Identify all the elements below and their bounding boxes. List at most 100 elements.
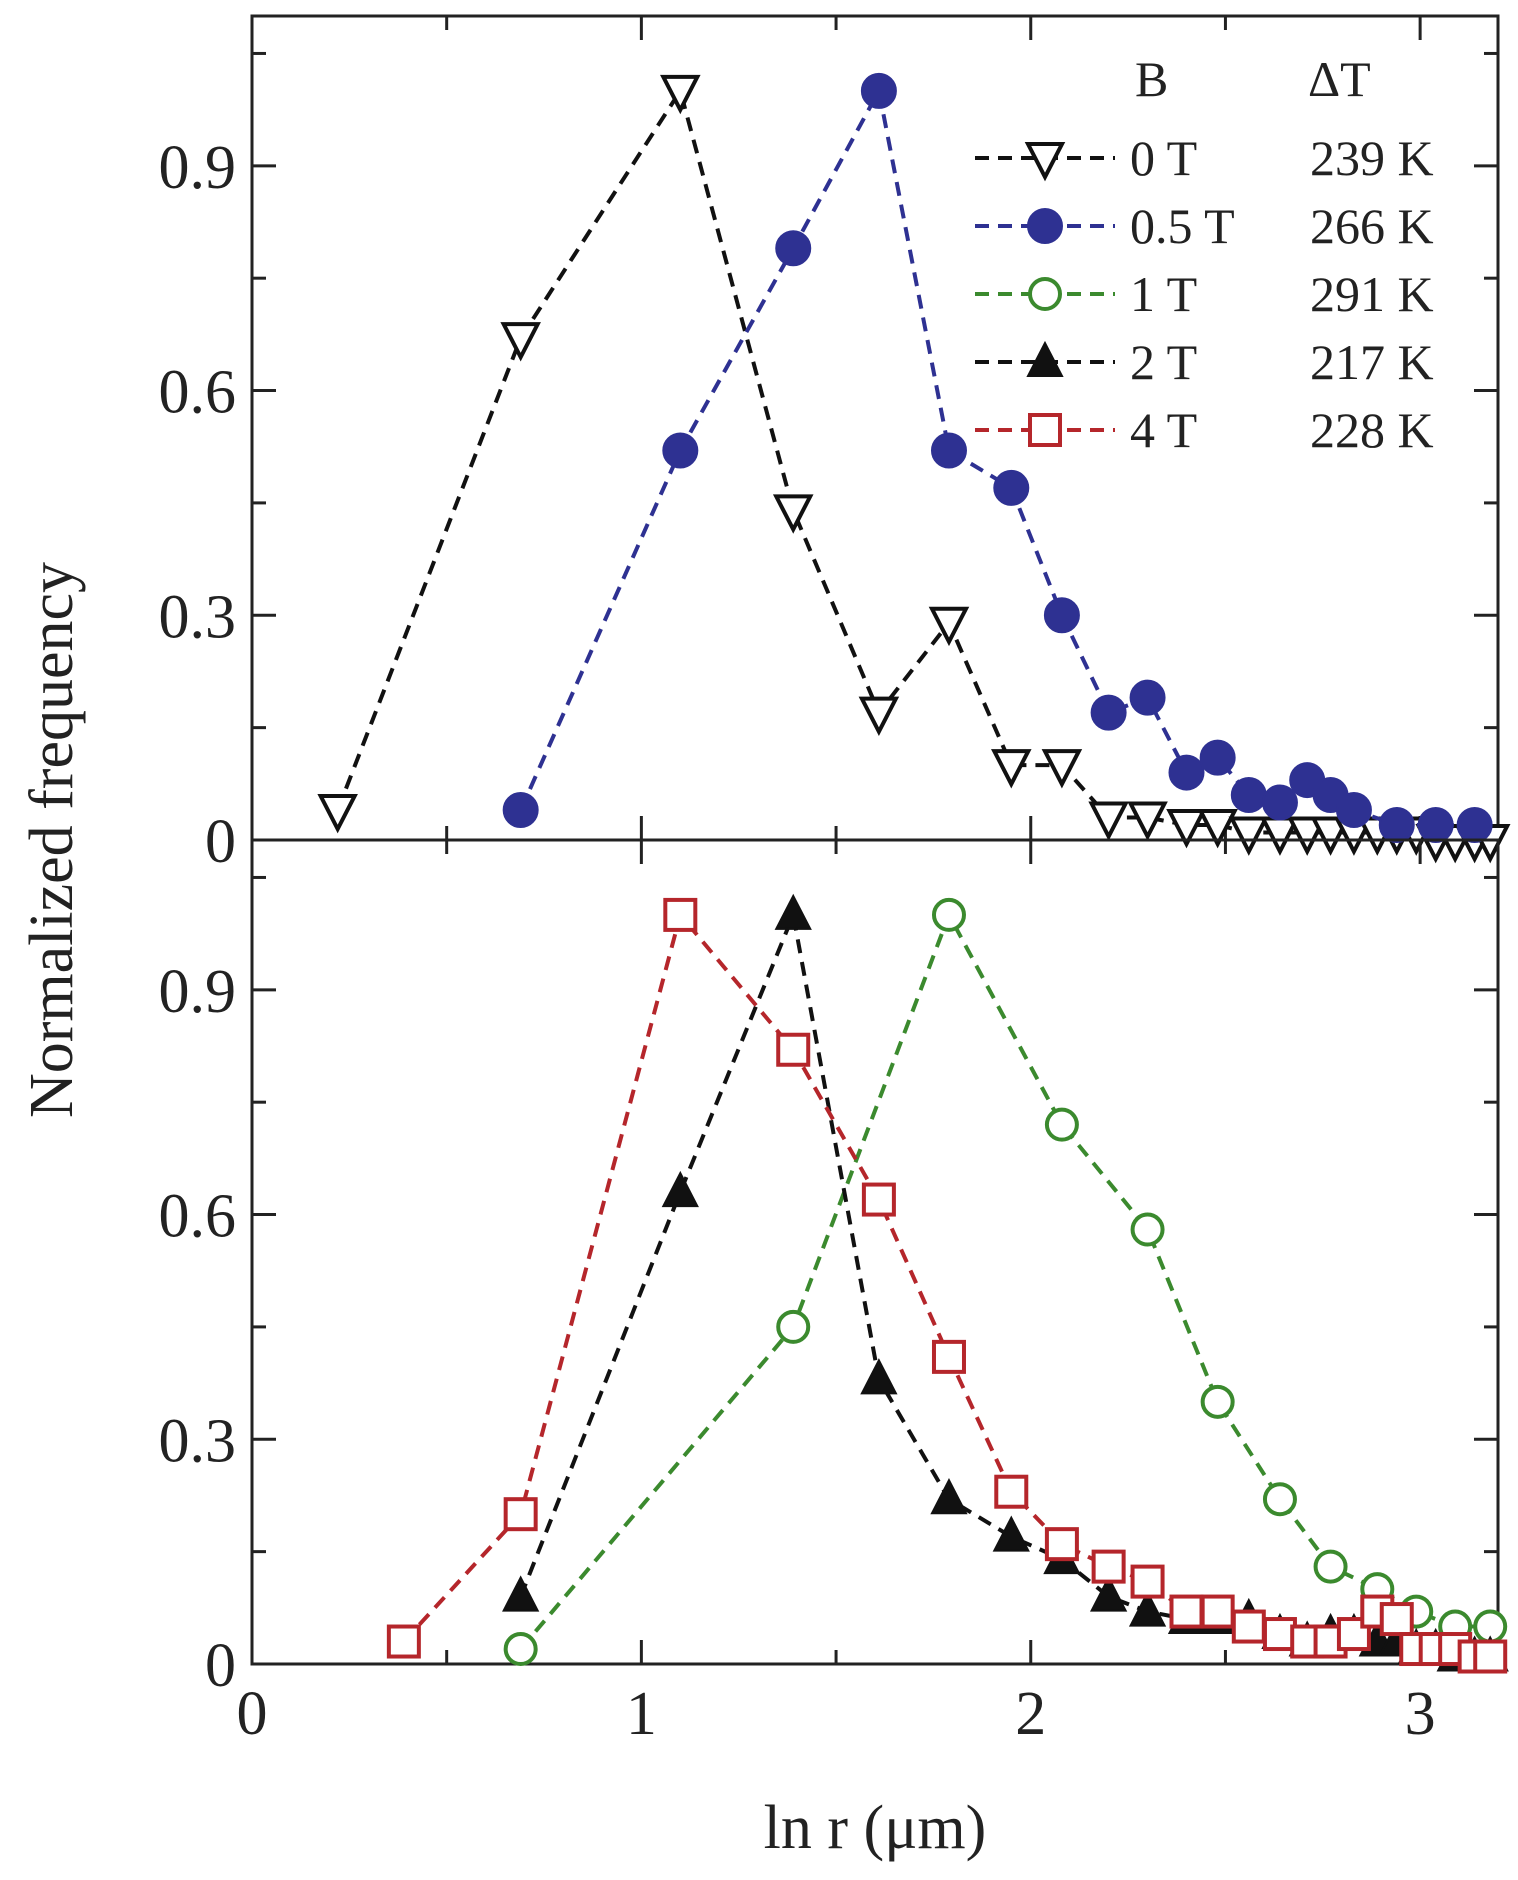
- data-point: [660, 74, 701, 115]
- legend-marker: [1024, 142, 1066, 182]
- y-tick-label: 0.6: [159, 359, 237, 427]
- data-point: [503, 1497, 538, 1532]
- data-point: [1262, 1482, 1297, 1517]
- data-point: [1261, 784, 1298, 821]
- data-point: [1129, 679, 1166, 716]
- series-1-T: [503, 897, 1508, 1667]
- series-4-T: [386, 897, 1508, 1674]
- y-tick-label: 0.3: [159, 1407, 237, 1475]
- legend-entry: 4 T 228 K: [975, 402, 1434, 458]
- data-point: [993, 469, 1030, 506]
- data-point: [1089, 1575, 1128, 1612]
- x-tick-label: 0: [237, 1680, 268, 1748]
- y-tick-label: 0.9: [159, 958, 237, 1026]
- legend-dt-value: 228 K: [1310, 402, 1434, 458]
- data-point: [994, 1474, 1029, 1509]
- legend-marker: [1027, 208, 1063, 244]
- legend-dt-value: 217 K: [1310, 334, 1434, 390]
- legend-dt-value: 291 K: [1310, 266, 1434, 322]
- legend-b-value: 0.5 T: [1130, 198, 1235, 254]
- legend-b-value: 0 T: [1130, 130, 1197, 186]
- data-point: [1335, 792, 1372, 829]
- data-point: [1127, 801, 1168, 841]
- data-point: [931, 897, 966, 932]
- series-0-T: [317, 74, 1511, 864]
- data-point: [1200, 1384, 1235, 1419]
- series-line: [518, 907, 1491, 1659]
- data-point: [1090, 694, 1127, 731]
- data-point: [774, 893, 812, 930]
- data-point: [1088, 801, 1129, 841]
- data-point: [1200, 1594, 1235, 1629]
- legend-entry: 0.5 T 266 K: [975, 198, 1434, 254]
- data-point: [502, 792, 539, 829]
- legend: B ΔT 0 T 239 K 0.5 T 266 K 1 T 291 K 2 T 217 K 4 T…: [975, 51, 1434, 458]
- data-point: [502, 1575, 540, 1612]
- series-0_5-T: [502, 72, 1493, 844]
- data-point: [861, 1182, 896, 1217]
- data-point: [860, 1358, 898, 1395]
- data-point: [1230, 777, 1267, 814]
- data-point: [1041, 749, 1083, 789]
- legend-dt-value: 266 K: [1310, 198, 1434, 254]
- data-point: [1168, 754, 1205, 791]
- data-point: [1130, 1212, 1165, 1247]
- legend-header-dt: ΔT: [1308, 51, 1371, 107]
- y-tick-label: 0.9: [159, 134, 237, 202]
- data-point: [930, 432, 967, 469]
- y-tick-label: 0: [205, 1632, 236, 1700]
- data-point: [1378, 807, 1415, 844]
- legend-b-value: 2 T: [1130, 334, 1197, 390]
- legend-entry: 2 T 217 K: [975, 334, 1434, 390]
- data-point: [1169, 1594, 1204, 1629]
- data-point: [858, 696, 900, 737]
- x-tick-label: 2: [1015, 1680, 1046, 1748]
- top-panel: 0 0.3 0.6 0.9: [159, 14, 1511, 876]
- data-point: [931, 1339, 966, 1374]
- data-point: [1199, 739, 1236, 776]
- data-point: [775, 230, 812, 267]
- data-point: [928, 606, 970, 647]
- legend-marker: [1026, 340, 1064, 377]
- data-point: [663, 897, 698, 932]
- data-point: [1197, 809, 1238, 849]
- data-point: [992, 1515, 1030, 1552]
- data-point: [1166, 809, 1207, 849]
- y-axis-title: Normalized frequency: [18, 562, 86, 1118]
- data-point: [662, 432, 699, 469]
- legend-entry: 0 T 239 K: [975, 130, 1434, 186]
- legend-marker: [1028, 413, 1062, 447]
- data-point: [1128, 1590, 1167, 1627]
- data-point: [1417, 807, 1454, 844]
- data-point: [1044, 1527, 1079, 1562]
- data-point: [991, 749, 1032, 789]
- legend-marker: [1028, 277, 1062, 311]
- data-point: [776, 1032, 811, 1067]
- x-tick-label: 3: [1405, 1680, 1436, 1748]
- data-point: [930, 1478, 968, 1515]
- data-point: [1091, 1549, 1126, 1584]
- x-axis-title: ln r (μm): [764, 1794, 987, 1862]
- data-point: [1262, 1617, 1297, 1652]
- data-point: [776, 1309, 811, 1344]
- legend-b-value: 4 T: [1130, 402, 1197, 458]
- data-point: [772, 494, 814, 534]
- y-tick-label: 0: [205, 808, 236, 876]
- legend-b-value: 1 T: [1130, 266, 1197, 322]
- y-tick-label: 0.6: [159, 1183, 237, 1251]
- data-point: [1473, 1639, 1508, 1674]
- data-point: [1456, 807, 1493, 844]
- x-tick-label: 1: [626, 1680, 657, 1748]
- data-point: [1379, 1602, 1414, 1637]
- data-point: [386, 1624, 421, 1659]
- data-point: [1043, 597, 1080, 634]
- data-point: [1044, 1107, 1079, 1142]
- data-point: [860, 72, 897, 109]
- series-line: [402, 910, 1491, 1659]
- legend-dt-value: 239 K: [1310, 130, 1434, 186]
- data-point: [1228, 816, 1270, 856]
- data-point: [1231, 1609, 1266, 1644]
- legend-entry: 1 T 291 K: [975, 266, 1434, 322]
- bottom-panel: 0 0.3 0.6 0.9 0 1 2 3: [159, 838, 1509, 1748]
